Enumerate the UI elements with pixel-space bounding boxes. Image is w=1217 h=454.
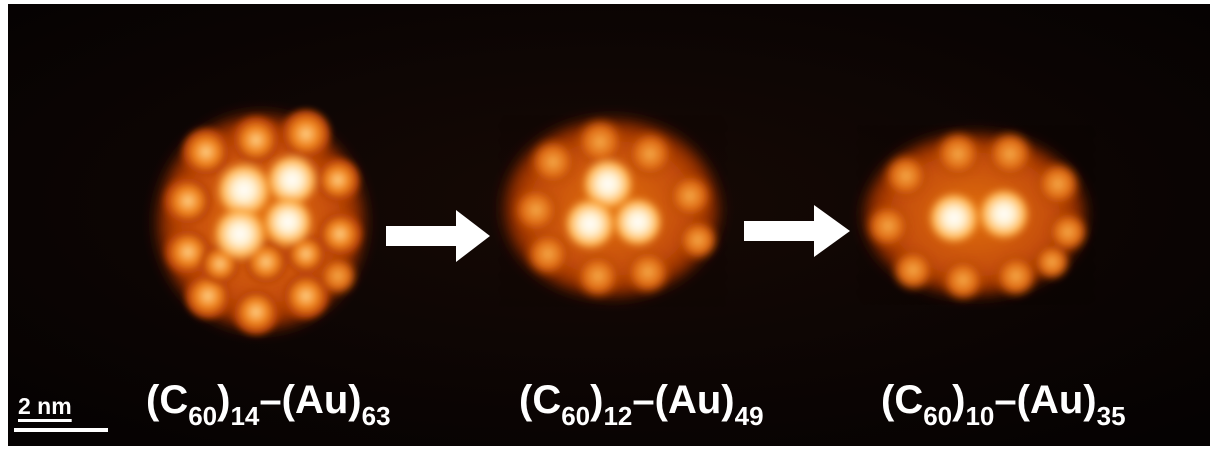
label-c60-count: 10 [965,401,995,431]
label-au: –(Au) [259,378,362,422]
label-c60-count: 12 [603,401,633,431]
label-close: ) [590,378,604,422]
label-c: (C [146,378,189,422]
cluster-label-2: (C60)12–(Au)49 [519,378,764,429]
cluster-c60-10-au-35 [858,126,1094,304]
label-au-count: 35 [1096,401,1126,431]
right-arrow-icon [386,210,490,262]
label-c60-count: 14 [230,401,260,431]
cluster-c60-14-au-63 [153,107,369,337]
cluster-label-1: (C60)14–(Au)63 [146,378,391,429]
label-c-subscript: 60 [923,401,953,431]
right-arrow-icon [744,205,850,257]
label-close: ) [217,378,231,422]
scale-bar-label: 2 nm [18,393,72,419]
cluster-label-3: (C60)10–(Au)35 [881,378,1126,429]
label-au: –(Au) [632,378,735,422]
scale-bar [14,428,108,432]
label-c-subscript: 60 [188,401,218,431]
label-au: –(Au) [994,378,1097,422]
label-au-count: 63 [361,401,391,431]
label-c: (C [519,378,562,422]
stm-image [8,4,1210,446]
stm-image-canvas [8,4,1210,446]
label-close: ) [952,378,966,422]
label-c-subscript: 60 [561,401,591,431]
label-c: (C [881,378,924,422]
label-au-count: 49 [734,401,764,431]
cluster-c60-12-au-49 [499,115,726,306]
